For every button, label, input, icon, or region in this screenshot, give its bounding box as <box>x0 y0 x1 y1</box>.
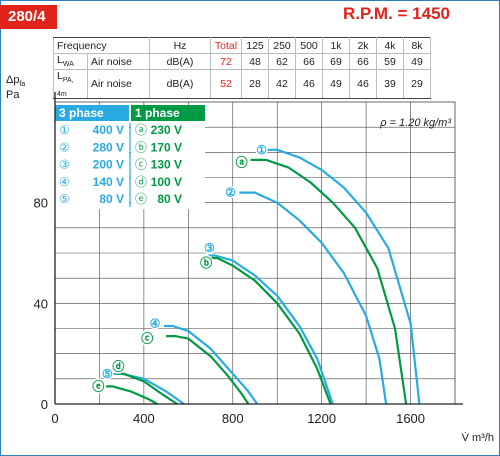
x-axis-title: V̇ m³/h <box>462 431 494 444</box>
fan-curve <box>239 191 388 405</box>
legend-3phase-symbol: ② <box>59 140 70 154</box>
curve-label: ④ <box>150 316 161 330</box>
legend-3phase-header-bg <box>55 105 129 121</box>
fan-curve <box>250 158 408 405</box>
y-tick-label: 40 <box>34 296 48 311</box>
level-symbol-cell: LPA, 4m <box>53 68 88 100</box>
curve-label: ③ <box>204 241 215 255</box>
x-tick-label: 1600 <box>396 411 425 426</box>
x-tick-label: 1200 <box>307 411 336 426</box>
value-cell: 29 <box>403 68 431 100</box>
fan-curve <box>210 256 332 405</box>
legend-3phase-voltage: 400 V <box>93 123 124 137</box>
level-symbol: L <box>57 54 63 67</box>
legend-3phase-symbol: ① <box>59 123 70 137</box>
value-cell: 28 <box>241 68 269 100</box>
legend-1phase-header-bg <box>131 105 205 121</box>
legend-3phase-body <box>55 121 129 209</box>
curve-label: ⓐ <box>236 154 248 169</box>
legend-1phase-body <box>131 121 205 209</box>
noise-table: Frequency Hz Total 125 250 500 1k 2k 4k … <box>53 37 431 100</box>
noise-table-row: LWA Air noise dB(A) 72 48 62 66 69 66 59… <box>53 53 431 70</box>
legend-3phase-voltage: 80 V <box>99 192 124 206</box>
curve-label: ⓑ <box>200 255 212 270</box>
fan-curve <box>166 335 250 405</box>
legend-1phase-symbol: ⓔ <box>135 192 147 206</box>
legend-3phase-symbol: ⑤ <box>59 192 70 206</box>
density-annotation: ρ = 1.20 kg/m³ <box>379 117 451 129</box>
curve-label: ① <box>256 143 267 157</box>
row-label: Air noise <box>87 68 150 100</box>
fan-curve <box>117 372 178 405</box>
legend-1phase-voltage: 130 V <box>151 158 182 172</box>
legend-3phase-voltage: 200 V <box>93 158 124 172</box>
legend-1phase-title: 1 phase <box>135 106 180 120</box>
noise-table-header-row: Frequency Hz Total 125 250 500 1k 2k 4k … <box>53 37 431 54</box>
y-axis-unit: Pa <box>6 89 20 101</box>
legend-1phase-voltage: 80 V <box>157 192 182 206</box>
legend-3phase-title: 3 phase <box>59 106 104 120</box>
legend-3phase-voltage: 280 V <box>93 140 124 154</box>
legend-1phase-symbol: ⓐ <box>135 123 147 137</box>
rpm-label: R.P.M. = 1450 <box>343 4 450 23</box>
fan-curve <box>163 324 259 405</box>
legend-1phase-symbol: ⓓ <box>135 175 147 189</box>
legend-1phase-voltage: 170 V <box>151 140 182 154</box>
fan-curve <box>106 385 158 405</box>
level-subscript: PA, 4m <box>57 77 74 99</box>
fan-curve <box>208 254 334 405</box>
x-tick-label: 0 <box>51 411 58 426</box>
y-axis-title: Δpfa <box>6 74 25 88</box>
fan-curve <box>259 148 421 405</box>
level-subscript: WA <box>62 61 74 69</box>
header-cell: 125 <box>241 37 269 54</box>
value-cell: 49 <box>322 68 350 100</box>
y-tick-label: 80 <box>34 196 48 211</box>
value-cell: 46 <box>349 68 377 100</box>
curve-label: ⓔ <box>92 378 104 393</box>
curve-label: ⑤ <box>102 367 113 381</box>
curve-label: ② <box>225 186 236 200</box>
legend-3phase-symbol: ④ <box>59 175 70 189</box>
y-tick-label: 0 <box>41 397 48 412</box>
legend-1phase-voltage: 100 V <box>151 175 182 189</box>
level-symbol: L <box>57 70 63 82</box>
x-tick-label: 400 <box>133 411 155 426</box>
header-cell: 500 <box>295 37 323 54</box>
legend-1phase-symbol: ⓒ <box>135 158 147 172</box>
legend-1phase-voltage: 230 V <box>151 123 182 137</box>
header-cell: 250 <box>268 37 296 54</box>
curve-label: ⓓ <box>112 358 124 373</box>
curve-label: ⓒ <box>141 331 153 346</box>
legend-3phase-symbol: ③ <box>59 158 70 172</box>
noise-table-row: LPA, 4m Air noise dB(A) 52 28 42 46 49 4… <box>53 68 431 100</box>
legend-1phase-symbol: ⓑ <box>135 140 147 154</box>
x-tick-label: 800 <box>222 411 244 426</box>
legend-3phase-voltage: 140 V <box>93 175 124 189</box>
model-tag: 280/4 <box>0 5 57 29</box>
value-cell: 46 <box>295 68 323 100</box>
